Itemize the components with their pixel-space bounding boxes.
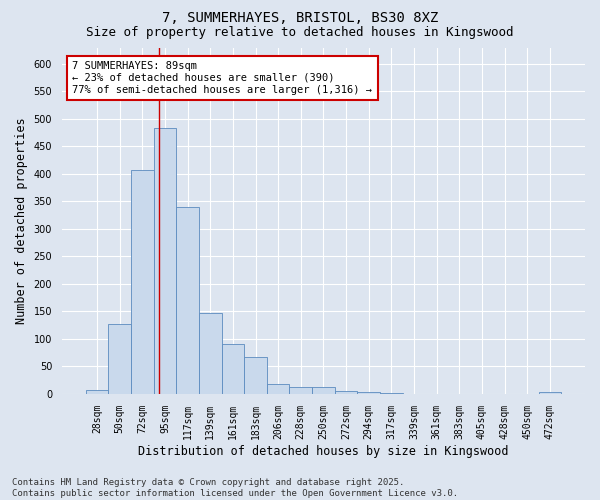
Text: Contains HM Land Registry data © Crown copyright and database right 2025.
Contai: Contains HM Land Registry data © Crown c…	[12, 478, 458, 498]
Bar	[131, 170, 154, 394]
Bar	[154, 128, 176, 394]
Bar	[109, 324, 131, 394]
Bar	[244, 356, 267, 394]
Bar	[267, 384, 289, 394]
Bar	[358, 392, 380, 394]
Bar	[335, 390, 358, 394]
Bar	[312, 388, 335, 394]
Bar	[86, 390, 109, 394]
Text: Size of property relative to detached houses in Kingswood: Size of property relative to detached ho…	[86, 26, 514, 39]
Y-axis label: Number of detached properties: Number of detached properties	[15, 118, 28, 324]
Text: 7 SUMMERHAYES: 89sqm
← 23% of detached houses are smaller (390)
77% of semi-deta: 7 SUMMERHAYES: 89sqm ← 23% of detached h…	[73, 62, 373, 94]
Bar	[199, 312, 221, 394]
Bar	[176, 207, 199, 394]
Bar	[221, 344, 244, 394]
Bar	[289, 387, 312, 394]
Bar	[539, 392, 561, 394]
X-axis label: Distribution of detached houses by size in Kingswood: Distribution of detached houses by size …	[138, 444, 509, 458]
Text: 7, SUMMERHAYES, BRISTOL, BS30 8XZ: 7, SUMMERHAYES, BRISTOL, BS30 8XZ	[162, 11, 438, 25]
